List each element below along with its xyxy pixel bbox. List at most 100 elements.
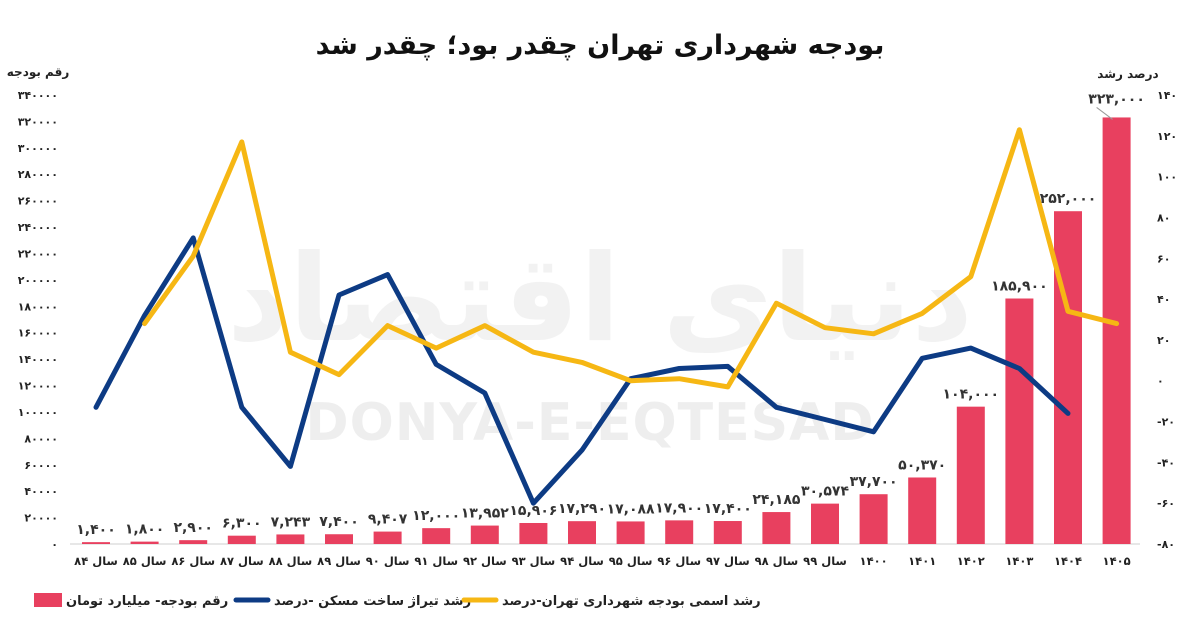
x-tick-label: سال ۹۳	[512, 554, 556, 568]
left-tick-label: ۲۸۰۰۰۰	[18, 168, 58, 181]
x-tick-label: ۱۴۰۲	[957, 554, 985, 568]
left-tick-label: ۱۲۰۰۰۰	[18, 380, 58, 393]
x-tick-label: سال ۹۸	[755, 554, 799, 568]
left-tick-label: ۱۴۰۰۰۰	[18, 353, 58, 366]
bar	[276, 534, 305, 544]
bar	[956, 406, 985, 544]
bar-data-label: ۲,۹۰۰	[173, 520, 213, 536]
x-tick-label: ۱۴۰۱	[908, 554, 936, 568]
right-tick-label: -۸۰	[1157, 538, 1175, 551]
bar-data-label: ۳۰,۵۷۴	[801, 484, 849, 500]
x-tick-label: سال ۸۵	[123, 554, 167, 568]
left-tick-label: ۲۰۰۰۰	[24, 512, 58, 525]
bar	[422, 528, 451, 544]
watermark-persian: دنیای اقتصاد	[227, 230, 973, 369]
left-tick-label: ۸۰۰۰۰	[24, 432, 58, 445]
right-tick-label: -۶۰	[1157, 497, 1175, 510]
bar	[179, 540, 208, 544]
housing-growth-line	[93, 235, 1071, 506]
left-tick-label: ۳۲۰۰۰۰	[18, 115, 58, 128]
right-tick-label: ۴۰	[1157, 293, 1170, 306]
legend-swatch-bar	[34, 593, 62, 607]
x-tick-label: سال ۹۴	[560, 554, 604, 568]
x-tick-label: سال ۹۲	[463, 554, 507, 568]
bar-data-label: ۱۷,۴۰۰	[704, 501, 752, 517]
legend-label-housing: رشد تیراژ ساخت مسکن -درصد	[274, 594, 471, 609]
left-tick-label: ۲۰۰۰۰۰	[18, 274, 58, 287]
bar-data-label: ۳۲۳,۰۰۰	[1088, 91, 1145, 107]
right-tick-label: ۶۰	[1157, 252, 1170, 265]
bar	[325, 534, 353, 544]
bar	[82, 542, 110, 544]
bar-data-label: ۱۲,۰۰۰	[412, 508, 460, 524]
legend-label-budget-growth: رشد اسمی بودجه شهرداری تهران-درصد	[502, 594, 761, 609]
left-tick-label: ۰	[51, 538, 58, 551]
x-tick-label: سال ۹۶	[657, 554, 701, 568]
x-tick-label: سال ۹۹	[803, 554, 847, 568]
x-tick-label: سال ۸۶	[171, 554, 215, 568]
left-tick-label: ۶۰۰۰۰	[24, 459, 58, 472]
x-tick-label: سال ۸۴	[74, 554, 118, 568]
line-series	[93, 127, 1120, 506]
x-tick-label: ۱۴۰۳	[1005, 554, 1033, 568]
bar-data-label: ۷,۴۰۰	[319, 514, 359, 530]
x-tick-label: سال ۸۷	[220, 554, 264, 568]
right-axis-ticks: -۸۰ -۶۰ -۴۰ -۲۰ ۰ ۲۰ ۴۰ ۶۰ ۸۰ ۱۰۰ ۱۲۰ ۱۴۰	[1157, 89, 1177, 551]
bar	[665, 520, 694, 544]
x-tick-label: ۱۴۰۰	[860, 554, 888, 568]
bar-data-label: ۱۷,۹۰۰	[655, 500, 703, 516]
bar	[519, 522, 548, 544]
x-tick-label: سال ۹۷	[706, 554, 750, 568]
bar	[1005, 298, 1034, 544]
bar	[130, 541, 159, 544]
left-tick-label: ۲۴۰۰۰۰	[18, 221, 58, 234]
legend: رقم بودجه- میلیارد تومان رشد تیراژ ساخت م…	[34, 593, 761, 609]
bar-data-label: ۱۷,۰۸۸	[607, 501, 655, 517]
right-tick-label: ۲۰	[1157, 334, 1170, 347]
bar-data-label: ۶,۳۰۰	[222, 516, 262, 532]
left-tick-label: ۲۲۰۰۰۰	[18, 247, 58, 260]
x-axis-ticks: سال ۸۴ سال ۸۵ سال ۸۶ سال ۸۷ سال ۸۸ سال ۸۹ سال …	[74, 554, 1130, 568]
left-axis-title: رقم بودجه	[7, 65, 70, 80]
bar	[1102, 117, 1131, 544]
right-tick-label: ۰	[1157, 375, 1164, 388]
bar	[859, 494, 888, 544]
right-tick-label: ۱۴۰	[1157, 89, 1177, 102]
bar	[811, 503, 839, 544]
bar-data-label: ۱۷,۲۹۰	[558, 501, 606, 517]
bar	[470, 525, 499, 544]
right-axis-title: درصد رشد	[1097, 67, 1158, 81]
right-tick-label: -۴۰	[1157, 456, 1175, 469]
bar-data-label: ۱۸۵,۹۰۰	[991, 279, 1048, 295]
bar-data-label: ۷,۲۴۳	[271, 514, 311, 530]
bar-data-label: ۹,۴۰۷	[368, 512, 408, 528]
watermark: دنیای اقتصاد DONYA-E-EQTESAD	[227, 230, 973, 453]
x-tick-label: سال ۹۰	[366, 554, 410, 568]
bar-data-label: ۲۵۲,۰۰۰	[1040, 191, 1097, 207]
x-tick-label: سال ۹۵	[609, 554, 653, 568]
bar-data-labels: ۱,۴۰۰ ۱,۸۰۰ ۲,۹۰۰ ۶,۳۰۰ ۷,۲۴۳ ۷,۴۰۰ ۹,۴۰۷ ۱۲,۰۰…	[76, 91, 1145, 538]
chart-title: بودجه شهرداری تهران چقدر بود؛ چقدر شد	[316, 30, 885, 61]
bar	[762, 512, 791, 544]
left-tick-label: ۳۰۰۰۰۰	[18, 142, 58, 155]
right-tick-label: ۱۰۰	[1157, 171, 1177, 184]
bar	[908, 477, 937, 544]
left-axis-ticks: ۰ ۲۰۰۰۰ ۴۰۰۰۰ ۶۰۰۰۰ ۸۰۰۰۰ ۱۰۰۰۰۰ ۱۲۰۰۰۰ ۱۴۰۰۰۰ ۱…	[18, 89, 58, 551]
label-leader-line	[1096, 107, 1113, 120]
bar	[713, 521, 742, 544]
bar	[227, 535, 256, 544]
x-tick-label: سال ۹۱	[414, 554, 458, 568]
right-tick-label: -۲۰	[1157, 416, 1175, 429]
bar-series	[82, 117, 1131, 544]
bar-data-label: ۱۵,۹۰۶	[509, 503, 557, 519]
x-tick-label: سال ۸۸	[269, 554, 313, 568]
bar-data-label: ۲۴,۱۸۵	[752, 492, 800, 508]
budget-growth-line	[142, 127, 1120, 390]
bar	[1054, 211, 1082, 544]
left-tick-label: ۱۸۰۰۰۰	[18, 300, 58, 313]
bar-data-label: ۱,۴۰۰	[76, 522, 116, 538]
right-tick-label: ۱۲۰	[1157, 130, 1177, 143]
bar-data-label: ۳۷,۷۰۰	[850, 474, 898, 490]
bar	[616, 521, 645, 544]
